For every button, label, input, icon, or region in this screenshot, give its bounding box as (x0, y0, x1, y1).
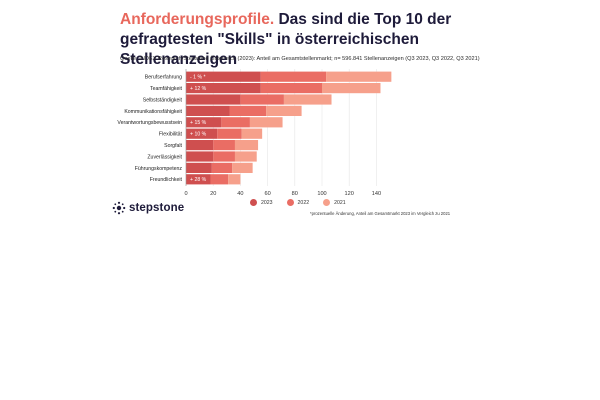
bar-change-label: + 28 % (190, 177, 207, 183)
legend-swatch-2022 (286, 199, 294, 206)
chart-legend: 2023 2022 2021 (250, 199, 346, 206)
bar-2022-4 (229, 105, 267, 116)
category-label: Sorgfalt (164, 143, 182, 149)
bar-2021-5 (249, 117, 283, 128)
bar-2022-8 (213, 151, 235, 162)
bar-2023-9 (186, 162, 212, 173)
footnote: *prozentuelle Änderung, Anteil am Gesamt… (310, 211, 451, 216)
category-label: Flexibilität (159, 132, 183, 138)
bar-2022-10 (210, 174, 229, 185)
bar-2023-5 (186, 117, 222, 128)
x-tick-label: 40 (237, 191, 243, 197)
bar-2022-1 (260, 71, 327, 82)
category-label: Selbstständigkeit (143, 97, 183, 103)
bar-2022-6 (217, 128, 242, 139)
category-label: Teamfähigkeit (150, 86, 183, 92)
legend-item-2022: 2022 (286, 199, 310, 206)
category-label: Zuverlässigkeit (147, 154, 182, 160)
bar-2021-10 (228, 174, 241, 185)
bar-2022-5 (221, 117, 250, 128)
x-tick-label: 20 (210, 191, 216, 197)
legend-swatch-2023 (250, 199, 257, 206)
category-label: Führungskompetenz (135, 166, 183, 172)
category-label: Kommunikationsfähigkeit (124, 109, 182, 115)
bar-change-label: + 10 % (190, 132, 207, 138)
bar-2023-3 (186, 94, 241, 105)
x-tick-label: 60 (264, 191, 270, 197)
chart-title: Anforderungsprofile. Das sind die Top 10… (120, 10, 500, 70)
x-tick-label: 120 (345, 191, 354, 197)
bar-change-label: + 15 % (190, 120, 207, 126)
category-label: Berufserfahrung (145, 75, 182, 81)
x-tick-label: 0 (184, 191, 187, 197)
category-label: Verantwortungsbewusstsein (117, 120, 182, 126)
bar-2021-7 (234, 140, 259, 151)
bar-2023-10 (186, 174, 211, 185)
bar-2022-9 (211, 162, 233, 173)
bar-2021-9 (232, 162, 253, 173)
bar-2021-6 (241, 128, 263, 139)
bar-2023-4 (186, 105, 230, 116)
legend-item-2023: 2023 (250, 199, 273, 206)
x-tick-label: 140 (372, 191, 381, 197)
stepstone-logo: stepstone (112, 201, 184, 215)
title-accent: Anforderungsprofile. (120, 11, 275, 28)
legend-label-2023: 2023 (261, 199, 273, 206)
source-note: Quelle: INDEX Research/Stepstone Österre… (120, 56, 480, 62)
legend-swatch-2021 (323, 199, 331, 206)
bar-2022-7 (213, 140, 235, 151)
bar-2023-2 (186, 83, 261, 94)
bar-change-label: + 12 % (190, 86, 207, 92)
bar-change-label: - 1 % * (190, 75, 206, 81)
legend-label-2022: 2022 (297, 199, 310, 206)
logo-text: stepstone (129, 202, 185, 214)
bar-2021-3 (283, 94, 332, 105)
bar-2021-2 (322, 83, 381, 94)
x-tick-label: 80 (292, 191, 298, 197)
legend-item-2021: 2021 (323, 199, 346, 206)
bar-2023-8 (186, 151, 214, 162)
x-tick-label: 100 (317, 191, 326, 197)
bar-2021-8 (234, 151, 257, 162)
bar-2021-4 (266, 105, 302, 116)
bar-2022-3 (240, 94, 284, 105)
bar-2021-1 (326, 71, 392, 82)
legend-label-2021: 2021 (334, 199, 346, 206)
bar-2023-6 (186, 128, 218, 139)
bar-2023-7 (186, 140, 214, 151)
bar-2023-1 (186, 71, 261, 82)
bar-2022-2 (260, 83, 322, 94)
category-label: Freundlichkeit (150, 177, 183, 183)
stepstone-burst-icon (112, 201, 126, 215)
title-main: Das sind die Top 10 der gefragtesten "Sk… (120, 11, 452, 68)
